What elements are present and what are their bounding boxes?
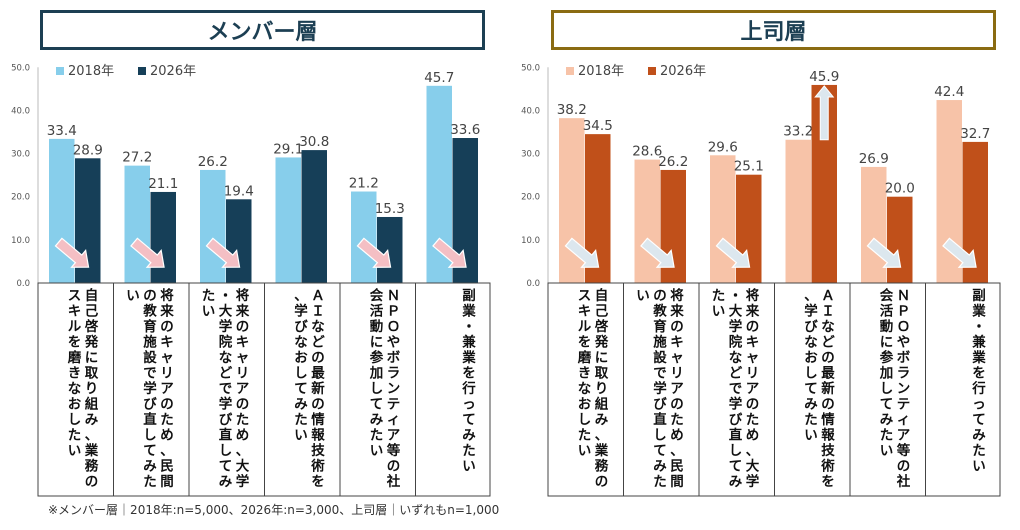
data-label: 28.6 [632,144,662,160]
trend-arrow-down [564,237,600,268]
bar [710,155,736,283]
footnote: ※メンバー層｜2018年:n=5,000、2026年:n=3,000、上司層｜い… [48,503,500,517]
y-tick-label: 20.0 [11,193,30,203]
trend-arrow-down [356,237,392,268]
y-tick-label: 40.0 [521,106,540,116]
category-label: ＡＩなどの最新の情報技術を、学びなおしてみたい [804,288,835,490]
trend-arrow-down [715,237,751,268]
trend-arrow-shape [564,237,600,268]
y-tick-label: 20.0 [521,193,540,203]
trend-arrow-down [205,237,241,268]
data-label: 30.8 [299,134,329,150]
data-label: 38.2 [557,102,587,118]
bar [861,166,887,283]
y-tick-label: 0.0 [526,279,540,289]
trend-arrow-shape [54,237,90,268]
data-label: 45.7 [424,70,454,86]
legend-label: 2018年 [68,64,114,79]
bar [301,150,327,283]
category-label: 副業・兼業を行ってみたい [971,288,986,475]
y-tick-label: 30.0 [521,150,540,160]
boss-chart: 0.0 10.0 20.0 30.0 40.0 50.0 2018年 2026年 38.234.… [521,63,1001,497]
trend-arrow-down [640,237,675,268]
trend-arrow-shape [432,237,467,268]
trend-arrow-shape [640,237,675,268]
y-tick-label: 30.0 [11,150,30,160]
data-label: 21.1 [148,176,178,192]
trend-arrow-down [54,237,90,268]
category-label: 副業・兼業を行ってみたい [461,288,476,475]
data-label: 20.0 [885,181,915,197]
bar [351,191,377,283]
chart-title-member: メンバー層 [40,10,485,50]
bar [124,165,150,283]
y-tick-label: 10.0 [11,236,30,246]
data-label: 27.2 [122,150,152,166]
member-chart: 0.0 10.0 20.0 30.0 40.0 50.0 2018年 2026年 33.4 28.… [11,63,491,497]
data-label: 25.1 [734,159,764,175]
category-label: 将来のキャリアのため、民間の教育施設で学び直してみたい [636,287,684,490]
legend-swatch [566,67,574,75]
y-tick-label: 40.0 [11,106,30,116]
bar [887,196,913,283]
bar [275,157,301,283]
legend-label: 2026年 [660,64,706,79]
y-tick-label: 0.0 [16,279,30,289]
bar [49,138,75,283]
data-label: 29.6 [708,139,738,155]
bar [377,216,403,283]
trend-arrow-up [814,85,835,141]
legend-swatch [56,67,64,75]
category-label: ＮＰＯやボランティア等の社会活動に参加してみたい [369,287,401,490]
data-label: 45.9 [809,69,839,85]
data-label: 33.6 [450,122,480,138]
trend-arrow-shape [715,237,751,268]
category-label: 将来のキャリアのため、大学・大学院などで学び直してみたい [712,287,760,490]
y-tick-label: 50.0 [11,63,30,73]
data-label: 29.1 [273,141,303,157]
legend-label: 2018年 [578,64,624,79]
data-label: 26.2 [658,154,688,170]
data-label: 28.9 [73,142,103,158]
trend-arrow-shape [205,237,241,268]
bar [226,199,252,283]
data-label: 42.4 [934,84,964,100]
data-label: 26.2 [198,154,228,170]
trend-arrow-shape [866,237,902,268]
legend-swatch [648,67,656,75]
data-label: 19.4 [224,183,254,199]
data-label: 33.2 [783,124,813,140]
data-label: 21.2 [349,176,379,192]
data-label: 15.3 [375,201,405,217]
data-label: 32.7 [960,126,990,142]
category-label: ＡＩなどの最新の情報技術を、学びなおしてみたい [294,288,325,490]
category-label: 自己啓発に取り組み、業務のスキルを磨きなおしたい [578,287,609,490]
trend-arrow-down [866,237,902,268]
trend-arrow-shape [942,237,977,268]
category-label: 将来のキャリアのため、民間の教育施設で学び直してみたい [126,287,174,490]
data-label: 33.4 [47,123,77,139]
bar [150,191,176,283]
legend-swatch [138,67,146,75]
bar [785,139,811,283]
category-label: 自己啓発に取り組み、業務のスキルを磨きなおしたい [68,287,99,490]
category-label: 将来のキャリアのため、大学・大学院などで学び直してみたい [202,287,250,490]
trend-arrow-down [432,237,467,268]
data-label: 26.9 [859,151,889,167]
category-label: ＮＰＯやボランティア等の社会活動に参加してみたい [879,287,911,490]
bar [634,159,660,283]
legend-label: 2026年 [150,64,196,79]
y-tick-label: 50.0 [521,63,540,73]
trend-arrow-shape [356,237,392,268]
bar [200,169,226,283]
y-tick-label: 10.0 [521,236,540,246]
trend-arrow-down [942,237,977,268]
data-label: 34.5 [583,118,613,134]
trend-arrow-down [130,237,165,268]
chart-title-boss: 上司層 [551,10,996,50]
trend-arrow-shape [130,237,165,268]
